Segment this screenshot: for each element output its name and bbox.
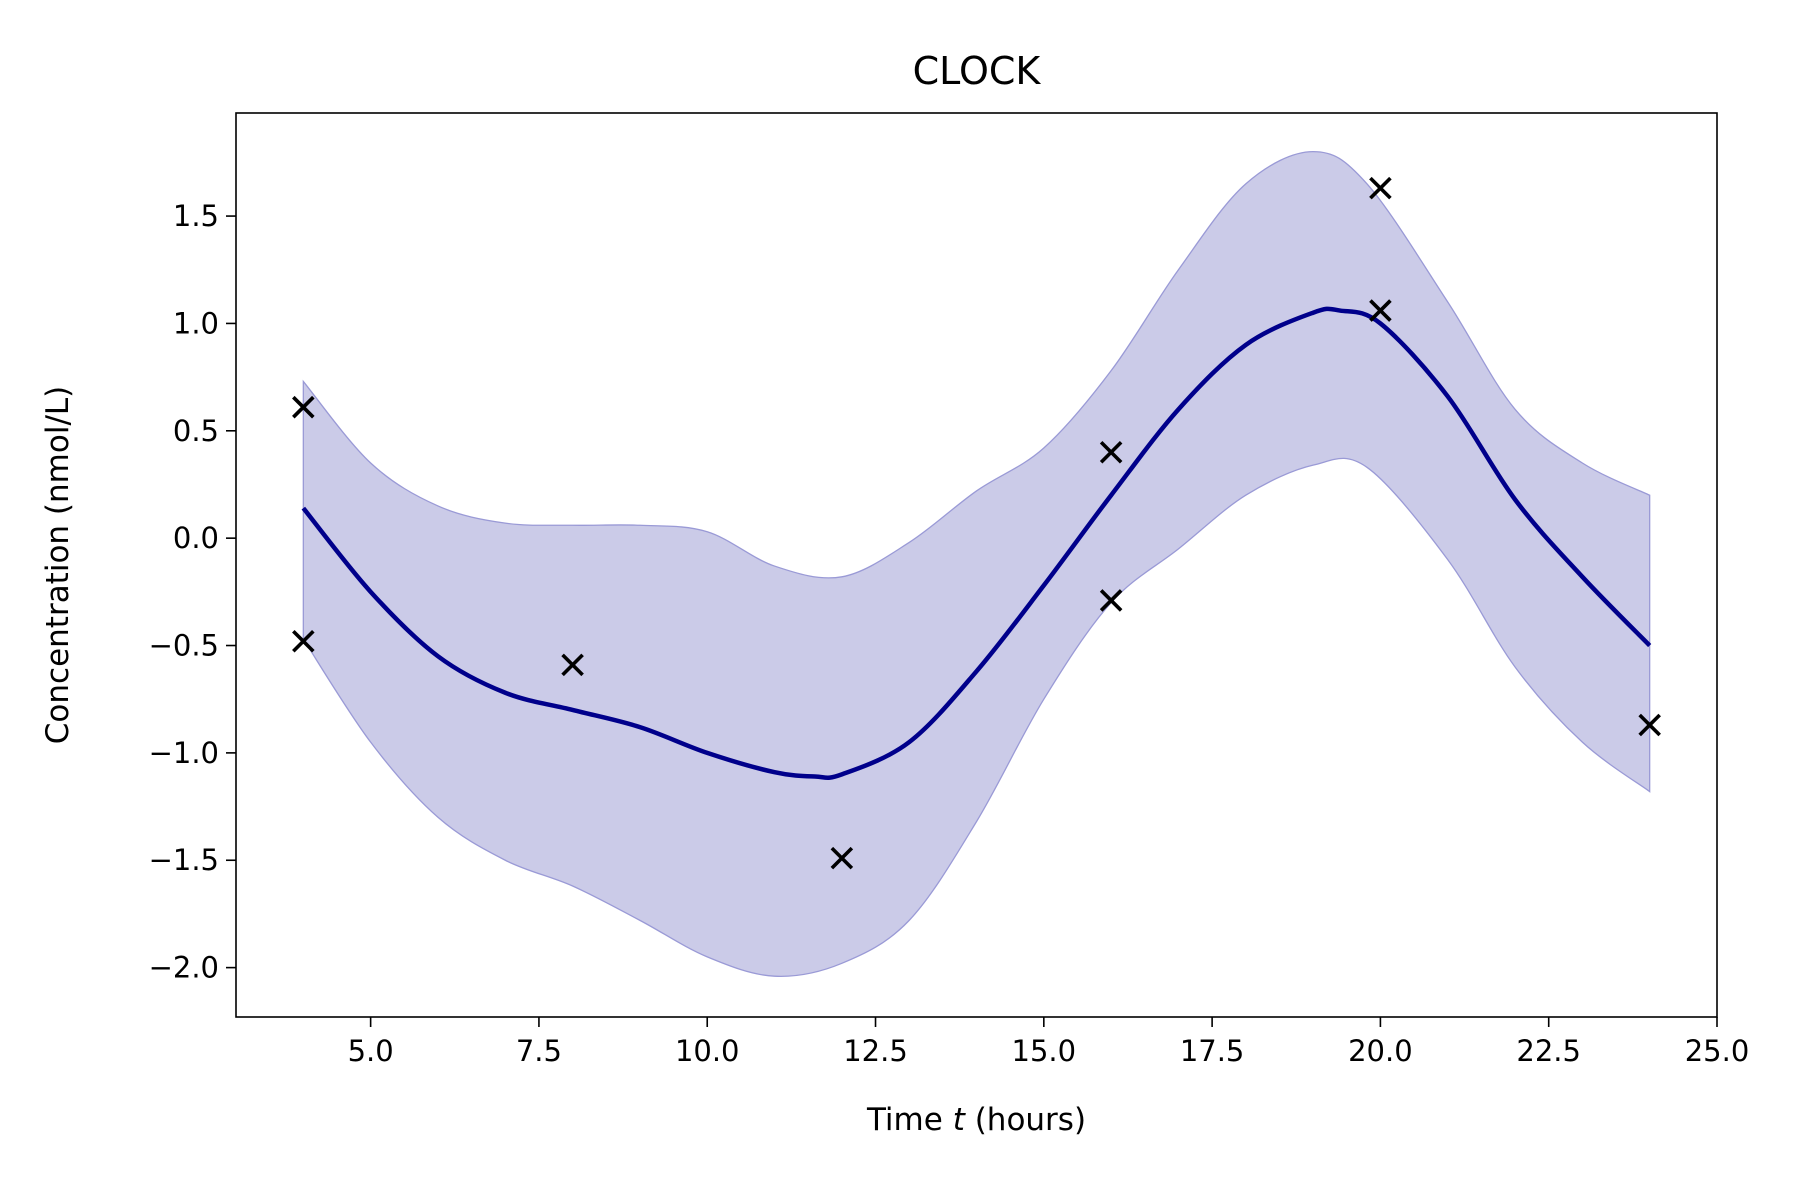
chart-title: CLOCK <box>913 49 1042 93</box>
y-axis-label: Concentration (nmol/L) <box>40 386 76 744</box>
data-point <box>292 395 315 419</box>
x-tick-label: 20.0 <box>1348 1034 1413 1068</box>
data-point <box>561 653 584 677</box>
data-point <box>1369 176 1392 200</box>
data-point-stroke <box>1638 713 1661 737</box>
y-axis-ticks: −2.0 −1.5 −1.0 −0.5 0.0 0.5 1.0 1.5 <box>149 199 236 985</box>
x-axis-label-suffix: (hours) <box>965 1102 1086 1138</box>
x-tick-label: 12.5 <box>843 1034 908 1068</box>
data-point <box>1099 589 1123 612</box>
y-tick-label: 0.0 <box>173 521 219 555</box>
data-point <box>1369 299 1392 322</box>
data-point-stroke <box>292 395 315 419</box>
data-point-stroke <box>1099 440 1123 464</box>
data-point <box>1099 440 1123 464</box>
data-point <box>292 629 315 653</box>
x-axis-label: Time t (hours) <box>866 1102 1086 1138</box>
data-point-stroke <box>830 846 854 870</box>
x-tick-label: 22.5 <box>1516 1034 1581 1068</box>
x-tick-label: 7.5 <box>516 1034 562 1068</box>
y-tick-label: −1.5 <box>149 843 219 877</box>
x-tick-label: 10.0 <box>675 1034 740 1068</box>
axes-frame <box>235 112 1718 1018</box>
x-tick-label: 17.5 <box>1180 1034 1245 1068</box>
data-point <box>1638 713 1661 737</box>
confidence-band <box>302 150 1651 977</box>
x-axis-ticks: 5.0 7.5 10.0 12.5 15.0 17.5 20.0 22.5 25.0 <box>348 1017 1750 1068</box>
mean-line <box>301 306 1652 780</box>
y-tick-label: −2.0 <box>149 951 219 985</box>
y-tick-label: 1.5 <box>173 199 219 233</box>
x-tick-label: 15.0 <box>1012 1034 1077 1068</box>
x-axis-label-variable: t <box>953 1102 967 1138</box>
x-tick-label: 25.0 <box>1685 1034 1750 1068</box>
y-tick-label: −1.0 <box>149 736 219 770</box>
x-tick-label: 5.0 <box>348 1034 394 1068</box>
data-point-stroke <box>561 653 584 677</box>
data-point-stroke <box>292 629 315 653</box>
y-tick-label: −0.5 <box>149 629 219 663</box>
x-axis-label-prefix: Time <box>866 1102 953 1138</box>
y-tick-label: 0.5 <box>173 414 219 448</box>
plot-layer <box>292 150 1661 977</box>
data-point-stroke <box>1099 589 1123 612</box>
data-point-stroke <box>1369 299 1392 322</box>
y-tick-label: 1.0 <box>173 306 219 340</box>
data-point-stroke <box>1369 176 1392 200</box>
data-point <box>830 846 854 870</box>
